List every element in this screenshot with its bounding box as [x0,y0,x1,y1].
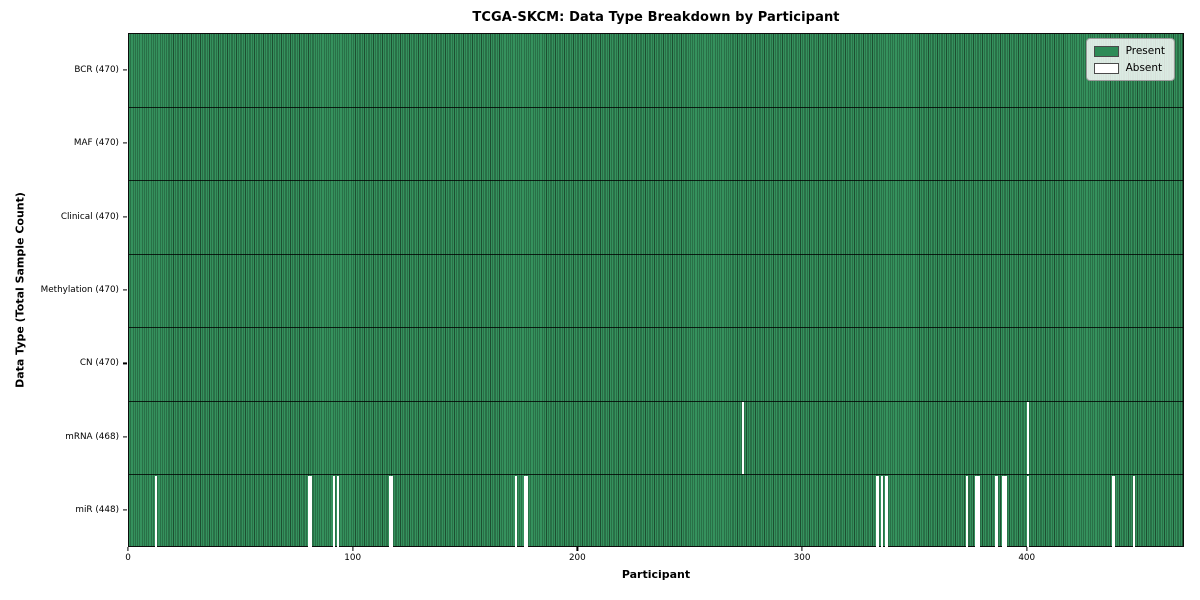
x-tick-mark [576,547,578,551]
absent-mark-miR [332,475,335,547]
absent-mark-miR [975,475,978,547]
y-tick-label: Methylation (470) [40,285,119,295]
y-tick-mark [123,509,127,511]
absent-mark-miR [1004,475,1007,547]
legend-label: Present [1125,45,1165,57]
row-separator [129,106,1183,108]
plot-area [128,33,1184,547]
absent-mark-miR [995,475,998,547]
x-tick-label: 400 [1018,553,1036,563]
absent-mark-miR [977,475,980,547]
y-tick-label: miR (448) [75,505,119,516]
absent-mark-miR [155,475,158,547]
x-tick-label: 100 [344,553,362,563]
row-separator [129,327,1183,329]
absent-mark-miR [337,475,340,547]
x-tick-label: 200 [568,553,586,563]
absent-mark-mRNA [1026,402,1030,474]
y-tick-label: Clinical (470) [60,211,119,222]
absent-mark-miR [307,475,311,547]
absent-mark-miR [1132,475,1135,547]
absent-mark-miR [514,475,517,547]
absent-mark-miR [391,475,394,547]
absent-mark-miR [885,475,888,547]
legend-swatch-absent [1093,62,1119,74]
absent-mark-miR [310,475,313,547]
x-axis-label: Participant [621,568,691,581]
absent-mark-miR [525,475,529,547]
x-tick-mark [352,547,354,551]
row-separator [129,253,1183,255]
chart-title: TCGA-SKCM: Data Type Breakdown by Partic… [472,10,840,25]
absent-mark-miR [523,475,526,547]
absent-mark-mRNA [741,402,744,474]
x-tick-mark [127,547,129,551]
row-separator [129,400,1183,402]
x-tick-label: 300 [793,553,811,563]
x-tick-mark [1026,547,1028,551]
legend-label: Absent [1125,62,1163,74]
x-tick-label: 0 [125,553,131,563]
row-separator [129,474,1183,476]
y-tick-label: mRNA (468) [65,431,119,442]
legend-item: Absent [1093,62,1165,74]
y-tick-mark [123,69,127,71]
absent-mark-miR [1026,475,1030,547]
absent-mark-miR [1002,475,1005,547]
y-tick-mark [123,362,127,365]
row-separator [129,180,1183,182]
legend-item: Present [1093,45,1165,57]
y-tick-label: BCR (470) [74,64,119,75]
absent-mark-miR [1112,475,1115,547]
legend-swatch-present [1093,45,1119,57]
y-tick-label: CN (470) [79,358,119,369]
x-tick-mark [801,547,803,551]
y-tick-label: MAF (470) [73,138,119,149]
y-tick-mark [123,436,127,438]
y-tick-mark [123,142,127,144]
y-tick-mark [123,289,127,291]
absent-mark-miR [966,475,969,547]
absent-mark-miR [388,475,392,547]
y-tick-mark [123,215,127,218]
absent-mark-miR [880,475,884,547]
legend: Present Absent [1085,38,1175,81]
absent-mark-miR [876,475,879,547]
